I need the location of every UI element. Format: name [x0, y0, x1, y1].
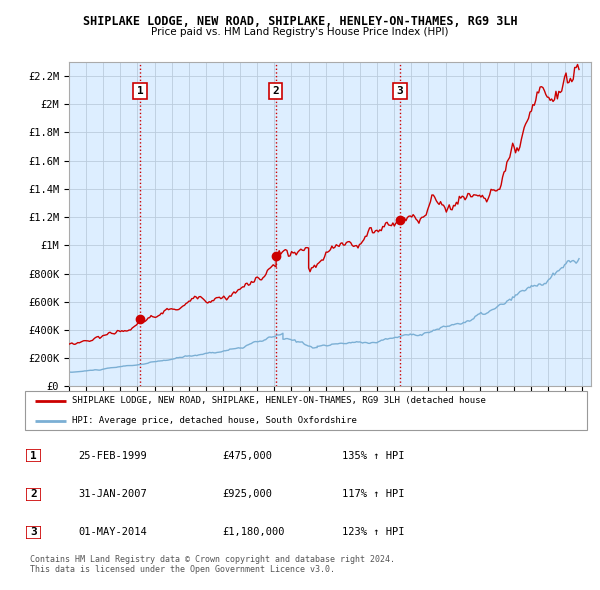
FancyBboxPatch shape [26, 449, 41, 463]
Text: 117% ↑ HPI: 117% ↑ HPI [342, 489, 404, 499]
Text: 135% ↑ HPI: 135% ↑ HPI [342, 451, 404, 461]
Text: 1: 1 [137, 86, 143, 96]
Text: 2: 2 [30, 489, 37, 499]
Text: £1,180,000: £1,180,000 [222, 527, 284, 537]
Text: 31-JAN-2007: 31-JAN-2007 [78, 489, 147, 499]
Text: 01-MAY-2014: 01-MAY-2014 [78, 527, 147, 537]
Text: 123% ↑ HPI: 123% ↑ HPI [342, 527, 404, 537]
FancyBboxPatch shape [25, 391, 587, 430]
Text: 3: 3 [397, 86, 403, 96]
Text: Contains HM Land Registry data © Crown copyright and database right 2024.
This d: Contains HM Land Registry data © Crown c… [30, 555, 395, 574]
Text: HPI: Average price, detached house, South Oxfordshire: HPI: Average price, detached house, Sout… [72, 416, 357, 425]
Text: 1: 1 [30, 451, 37, 461]
FancyBboxPatch shape [26, 526, 41, 539]
Text: £475,000: £475,000 [222, 451, 272, 461]
Text: 2: 2 [272, 86, 279, 96]
Text: Price paid vs. HM Land Registry's House Price Index (HPI): Price paid vs. HM Land Registry's House … [151, 27, 449, 37]
Text: 25-FEB-1999: 25-FEB-1999 [78, 451, 147, 461]
Text: SHIPLAKE LODGE, NEW ROAD, SHIPLAKE, HENLEY-ON-THAMES, RG9 3LH (detached house: SHIPLAKE LODGE, NEW ROAD, SHIPLAKE, HENL… [72, 396, 486, 405]
FancyBboxPatch shape [26, 487, 41, 501]
Text: SHIPLAKE LODGE, NEW ROAD, SHIPLAKE, HENLEY-ON-THAMES, RG9 3LH: SHIPLAKE LODGE, NEW ROAD, SHIPLAKE, HENL… [83, 15, 517, 28]
Text: 3: 3 [30, 527, 37, 537]
Text: £925,000: £925,000 [222, 489, 272, 499]
